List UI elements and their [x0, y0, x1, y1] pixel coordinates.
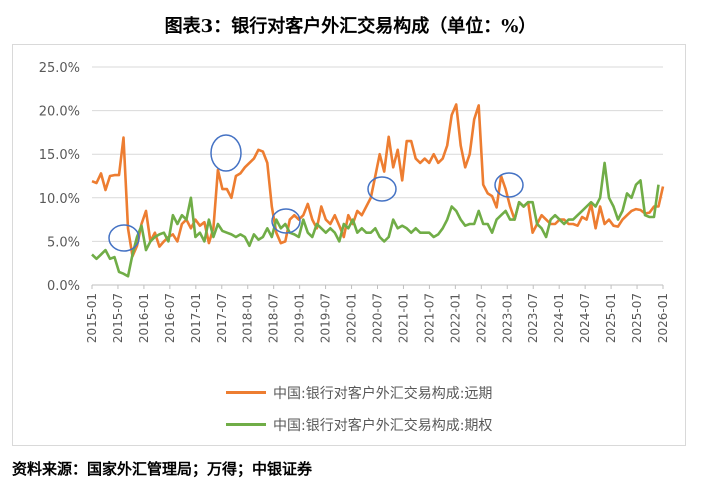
- gridlines: [92, 66, 663, 286]
- series-line-forward: [91, 103, 665, 258]
- legend-swatch-forward: [226, 391, 266, 394]
- series-line-options: [91, 161, 660, 278]
- annotation-circles: [108, 134, 524, 252]
- highlight-circle: [108, 224, 140, 252]
- x-axis-tick-labels: 2015-01 2015-07 2016-01 2016-07 2017-01 2017-…: [85, 285, 670, 343]
- x-tick-label: 2016-01: [137, 293, 151, 343]
- x-tick-label: 2023-07: [526, 293, 540, 343]
- x-tick-label: 2022-07: [474, 293, 488, 343]
- x-tick-label: 2021-01: [396, 293, 410, 343]
- x-tick-label: 2022-01: [448, 293, 462, 343]
- x-tick-label: 2026-01: [656, 293, 670, 343]
- highlight-circle: [494, 172, 524, 198]
- legend-label-forward: 中国:银行对客户外汇交易构成:远期: [273, 386, 493, 402]
- y-tick-label: 5.0%: [47, 235, 80, 250]
- highlight-circle: [271, 208, 301, 234]
- x-tick-label: 2021-07: [422, 293, 436, 343]
- x-tick-label: 2023-01: [500, 293, 514, 343]
- y-tick-label: 15.0%: [39, 148, 80, 163]
- x-tick-label: 2015-07: [111, 293, 125, 343]
- chart-title: 图表3：银行对客户外汇交易构成（单位：%）: [164, 16, 537, 37]
- y-tick-label: 25.0%: [39, 61, 80, 76]
- legend-label-options: 中国:银行对客户外汇交易构成:期权: [273, 418, 493, 434]
- x-tick-label: 2024-01: [552, 293, 566, 343]
- x-tick-label: 2025-07: [630, 293, 644, 343]
- x-tick-label: 2019-01: [293, 293, 307, 343]
- x-tick-label: 2018-07: [267, 293, 281, 343]
- x-tick-label: 2019-07: [319, 293, 333, 343]
- x-tick-label: 2020-01: [345, 293, 359, 343]
- highlight-circle: [367, 176, 397, 202]
- highlight-circle: [210, 134, 242, 172]
- y-axis-tick-labels: 0.0% 5.0% 10.0% 15.0% 20.0% 25.0%: [39, 61, 80, 294]
- x-tick-label: 2020-07: [371, 293, 385, 343]
- line-chart: 0.0%5.0%10.0%15.0%20.0%25.0% 2015-01 2015…: [39, 61, 670, 343]
- legend-swatch-options: [226, 423, 266, 426]
- y-tick-label: 10.0%: [39, 192, 80, 207]
- chart-area: 0.0% 5.0% 10.0% 15.0% 20.0% 25.0% 2015-01 2015…: [12, 44, 686, 446]
- x-tick-label: 2017-01: [189, 293, 203, 343]
- y-tick-label: 20.0%: [39, 105, 80, 120]
- x-tick-label: 2018-01: [241, 293, 255, 343]
- source-note: 资料来源：国家外汇管理局；万得；中银证券: [12, 460, 313, 478]
- x-tick-label: 2016-07: [163, 293, 177, 343]
- x-tick-label: 2015-01: [85, 293, 99, 343]
- x-tick-label: 2017-07: [215, 293, 229, 343]
- x-tick-label: 2025-01: [604, 293, 618, 343]
- series-lines: [91, 103, 665, 278]
- y-tick-label: 0.0%: [47, 279, 80, 294]
- x-tick-label: 2024-07: [578, 293, 592, 343]
